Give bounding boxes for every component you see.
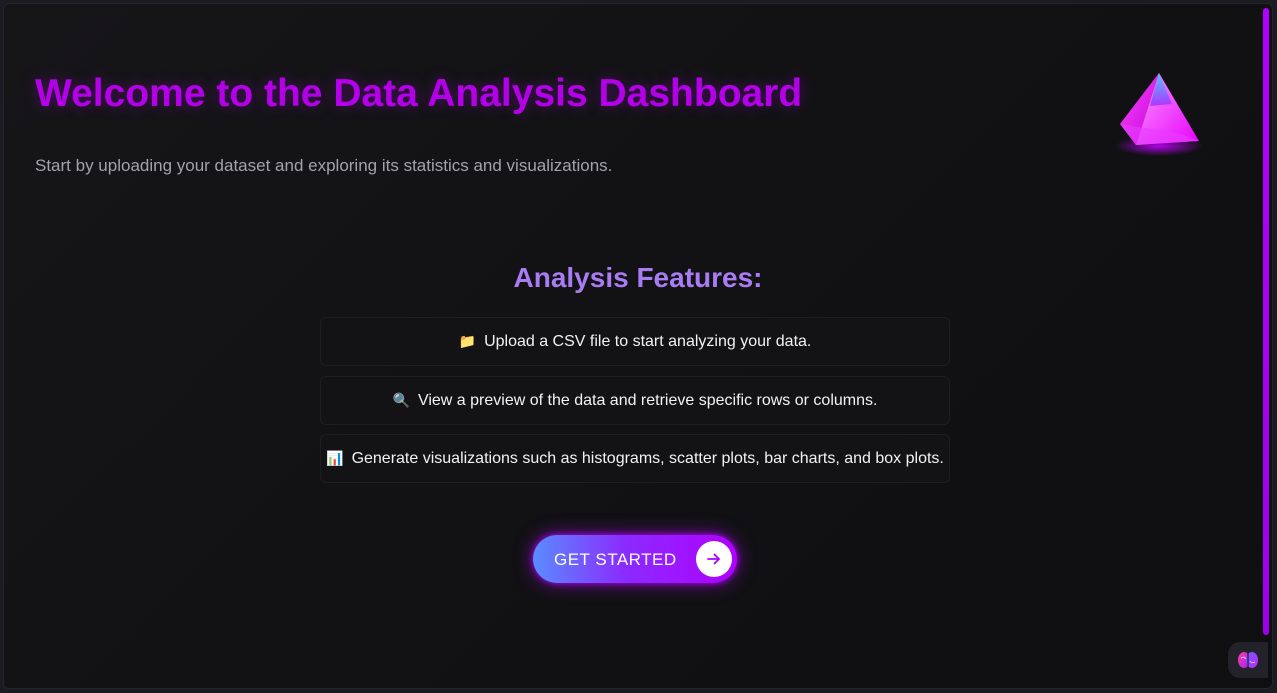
- app-window: Welcome to the Data Analysis Dashboard S…: [3, 3, 1273, 689]
- feature-item-text: Generate visualizations such as histogra…: [351, 449, 944, 467]
- feature-item-text: View a preview of the data and retrieve …: [417, 391, 878, 409]
- magnifier-icon: 🔍: [392, 392, 410, 409]
- feature-item-upload: 📁 Upload a CSV file to start analyzing y…: [320, 317, 950, 366]
- features-heading: Analysis Features:: [513, 262, 763, 293]
- get-started-button[interactable]: GET STARTED: [533, 535, 737, 583]
- arrow-right-icon: [696, 541, 732, 577]
- get-started-label: GET STARTED: [554, 550, 677, 569]
- folder-icon: 📁: [458, 333, 477, 350]
- page-title: Welcome to the Data Analysis Dashboard: [35, 72, 803, 115]
- assistant-widget-button[interactable]: [1228, 642, 1268, 678]
- brain-icon: [1238, 652, 1258, 668]
- feature-item-text: Upload a CSV file to start analyzing you…: [484, 332, 812, 350]
- pyramid-logo-icon: [1115, 73, 1202, 156]
- page-subtitle: Start by uploading your dataset and expl…: [35, 156, 613, 175]
- bar-chart-icon: 📊: [326, 450, 344, 467]
- feature-item-visualize: 📊 Generate visualizations such as histog…: [320, 434, 950, 483]
- feature-item-preview: 🔍 View a preview of the data and retriev…: [320, 376, 950, 425]
- vertical-scrollbar[interactable]: [1263, 8, 1269, 635]
